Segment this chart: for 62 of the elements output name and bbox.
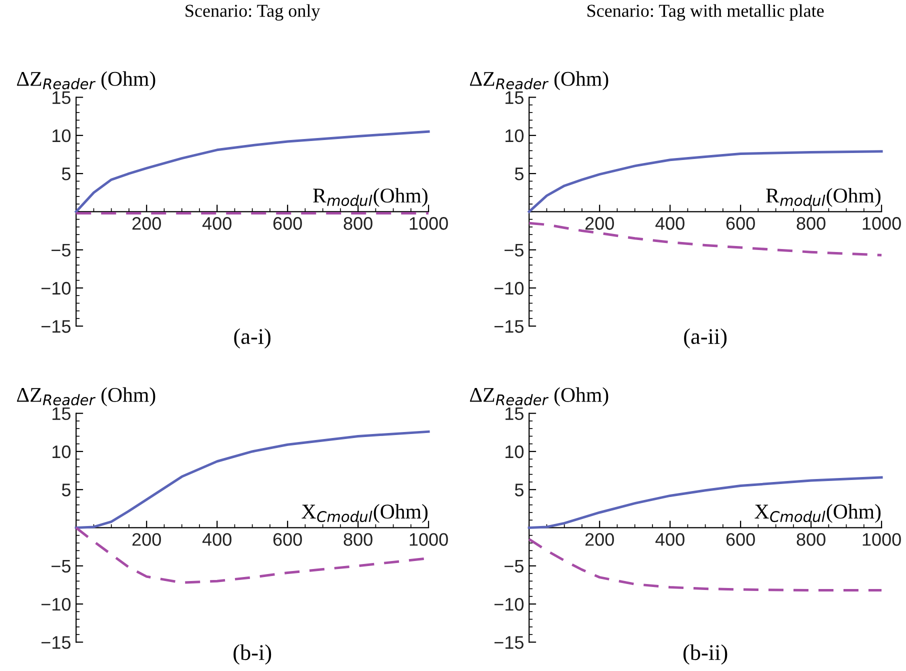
x-tick-label: 400 bbox=[655, 217, 684, 230]
x-tick-label: 600 bbox=[726, 217, 755, 230]
y-tick-label: −5 bbox=[504, 244, 524, 257]
x-tick-label: 800 bbox=[796, 533, 826, 546]
y-tick-label: −15 bbox=[42, 636, 70, 649]
line-series bbox=[74, 130, 430, 213]
x-axis-title: X$_{Cmodul}$(Ohm) bbox=[302, 504, 428, 523]
x-tick-label: 1000 bbox=[862, 533, 901, 546]
text: (a-ii) bbox=[684, 328, 727, 349]
y-tick-label: 5 bbox=[514, 168, 524, 180]
y-tick-label: 15 bbox=[52, 407, 70, 420]
x-tick-label: 800 bbox=[344, 217, 372, 230]
text: (b-i) bbox=[234, 644, 272, 665]
y-tick-label: 5 bbox=[514, 484, 524, 496]
x-tick-label: 200 bbox=[132, 533, 161, 546]
y-tick-label: −5 bbox=[52, 560, 70, 573]
y-tick-label: 10 bbox=[52, 445, 71, 458]
y-tick-label: −10 bbox=[494, 282, 524, 295]
y-tick-label: −10 bbox=[42, 282, 71, 295]
x-axis-title: X$_{Cmodul}$(Ohm) bbox=[754, 504, 881, 523]
y-tick-label: 10 bbox=[506, 445, 524, 458]
x-tick-label: 400 bbox=[655, 533, 684, 546]
line-series bbox=[528, 476, 883, 529]
x-tick-label: 400 bbox=[202, 217, 232, 230]
line-series bbox=[74, 430, 430, 529]
y-tick-label: −5 bbox=[52, 244, 70, 257]
y-tick-label: 15 bbox=[506, 407, 524, 420]
y-tick-label: −15 bbox=[494, 636, 524, 649]
y-tick-label: 10 bbox=[52, 129, 71, 142]
chart-title: Scenario: Tag only bbox=[186, 4, 320, 21]
y-tick-label: 10 bbox=[506, 129, 524, 142]
y-tick-label: −5 bbox=[504, 560, 524, 573]
y-axis-title: ΔZ$_{Reader}$ (Ohm) bbox=[470, 71, 608, 90]
x-tick-label: 1000 bbox=[862, 217, 901, 230]
text: (b-ii) bbox=[683, 644, 728, 665]
y-tick-label: 15 bbox=[52, 91, 70, 104]
y-tick-label: −10 bbox=[494, 598, 524, 611]
x-tick-label: 800 bbox=[796, 217, 826, 230]
text: (a-i) bbox=[234, 328, 270, 349]
chart-title: Scenario: Tag with metallic plate bbox=[587, 4, 824, 21]
y-tick-label: −15 bbox=[42, 320, 70, 333]
x-tick-label: 1000 bbox=[410, 217, 448, 230]
x-tick-label: 200 bbox=[132, 217, 161, 230]
x-tick-label: 600 bbox=[726, 533, 755, 546]
y-tick-label: 5 bbox=[62, 484, 70, 496]
y-tick-label: −10 bbox=[42, 598, 71, 611]
y-tick-label: −15 bbox=[494, 320, 524, 333]
x-tick-label: 200 bbox=[585, 217, 614, 230]
x-tick-label: 600 bbox=[273, 533, 302, 546]
y-axis-title: ΔZ$_{Reader}$ (Ohm) bbox=[16, 387, 156, 406]
line-series bbox=[528, 150, 883, 213]
y-axis-title: ΔZ$_{Reader}$ (Ohm) bbox=[16, 71, 156, 90]
x-axis-title: R$_{modul}$(Ohm) bbox=[766, 188, 880, 207]
x-tick-label: 1000 bbox=[410, 533, 448, 546]
y-tick-label: 15 bbox=[506, 91, 524, 104]
y-axis-title: ΔZ$_{Reader}$ (Ohm) bbox=[470, 387, 608, 406]
x-tick-label: 200 bbox=[585, 533, 614, 546]
x-axis-title: R$_{modul}$(Ohm) bbox=[313, 188, 428, 207]
x-tick-label: 800 bbox=[344, 533, 372, 546]
x-tick-label: 600 bbox=[273, 217, 302, 230]
y-tick-label: 5 bbox=[62, 168, 70, 180]
x-tick-label: 400 bbox=[202, 533, 232, 546]
